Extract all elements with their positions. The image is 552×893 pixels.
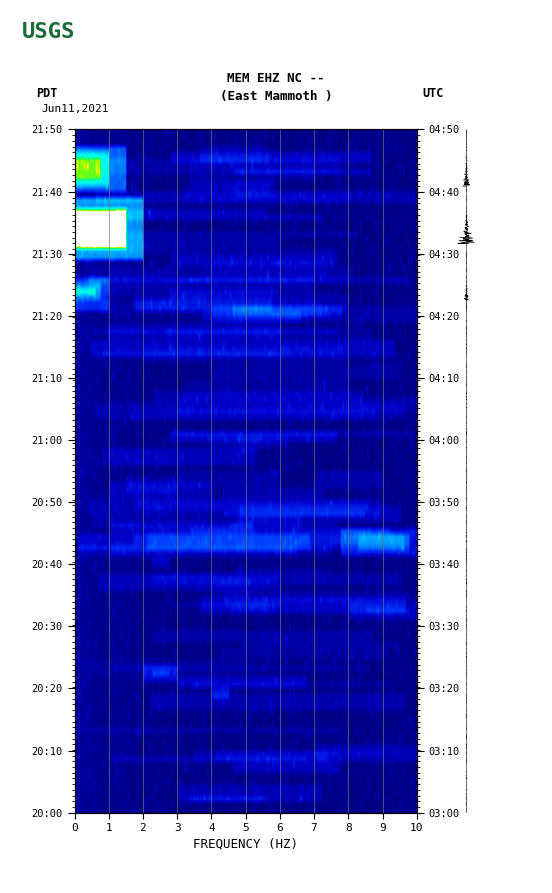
Text: Jun11,2021: Jun11,2021 [41, 104, 109, 114]
Text: UTC: UTC [422, 88, 444, 100]
Text: MEM EHZ NC --: MEM EHZ NC -- [227, 71, 325, 85]
Text: (East Mammoth ): (East Mammoth ) [220, 89, 332, 103]
Text: USGS: USGS [22, 22, 76, 42]
X-axis label: FREQUENCY (HZ): FREQUENCY (HZ) [193, 838, 298, 850]
Text: PDT: PDT [36, 88, 57, 100]
